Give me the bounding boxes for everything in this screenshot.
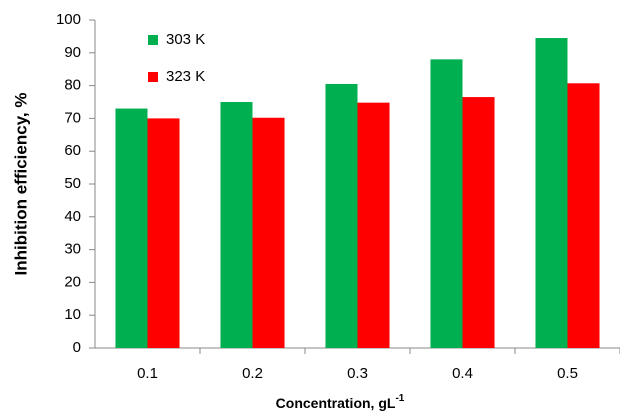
x-tick-label: 0.2	[242, 365, 263, 382]
y-tick-label: 100	[56, 11, 81, 28]
y-tick-label: 80	[64, 77, 81, 94]
bar	[430, 59, 463, 349]
y-axis-title: Inhibition efficiency, %	[11, 93, 30, 276]
bar	[357, 102, 390, 348]
legend-swatch	[148, 72, 158, 82]
x-axis-title-superscript: -1	[395, 393, 404, 404]
x-axis-title-text: Concentration, gL	[276, 395, 396, 411]
x-tick-label: 0.5	[557, 365, 578, 382]
y-tick-label: 50	[64, 175, 81, 192]
legend-swatch	[148, 35, 158, 45]
legend-label: 323 K	[166, 68, 205, 85]
bar	[567, 83, 600, 348]
y-tick-label: 90	[64, 44, 81, 61]
x-axis-title: Concentration, gL-1	[276, 393, 405, 411]
y-tick-label: 60	[64, 142, 81, 159]
bar	[147, 118, 180, 349]
bar	[462, 97, 495, 348]
y-tick-label: 30	[64, 241, 81, 258]
bar	[220, 102, 253, 348]
bar	[325, 83, 358, 349]
x-tick-label: 0.3	[347, 365, 368, 382]
y-tick-label: 0	[73, 339, 81, 356]
y-tick-label: 40	[64, 208, 81, 225]
x-tick-label: 0.4	[452, 365, 473, 382]
y-tick-label: 10	[64, 306, 81, 323]
y-tick-label: 20	[64, 273, 81, 290]
bar	[535, 38, 568, 348]
bar	[115, 108, 148, 348]
x-tick-label: 0.1	[137, 365, 158, 382]
bar	[252, 117, 285, 348]
legend-label: 303 K	[166, 31, 205, 48]
y-tick-label: 70	[64, 109, 81, 126]
